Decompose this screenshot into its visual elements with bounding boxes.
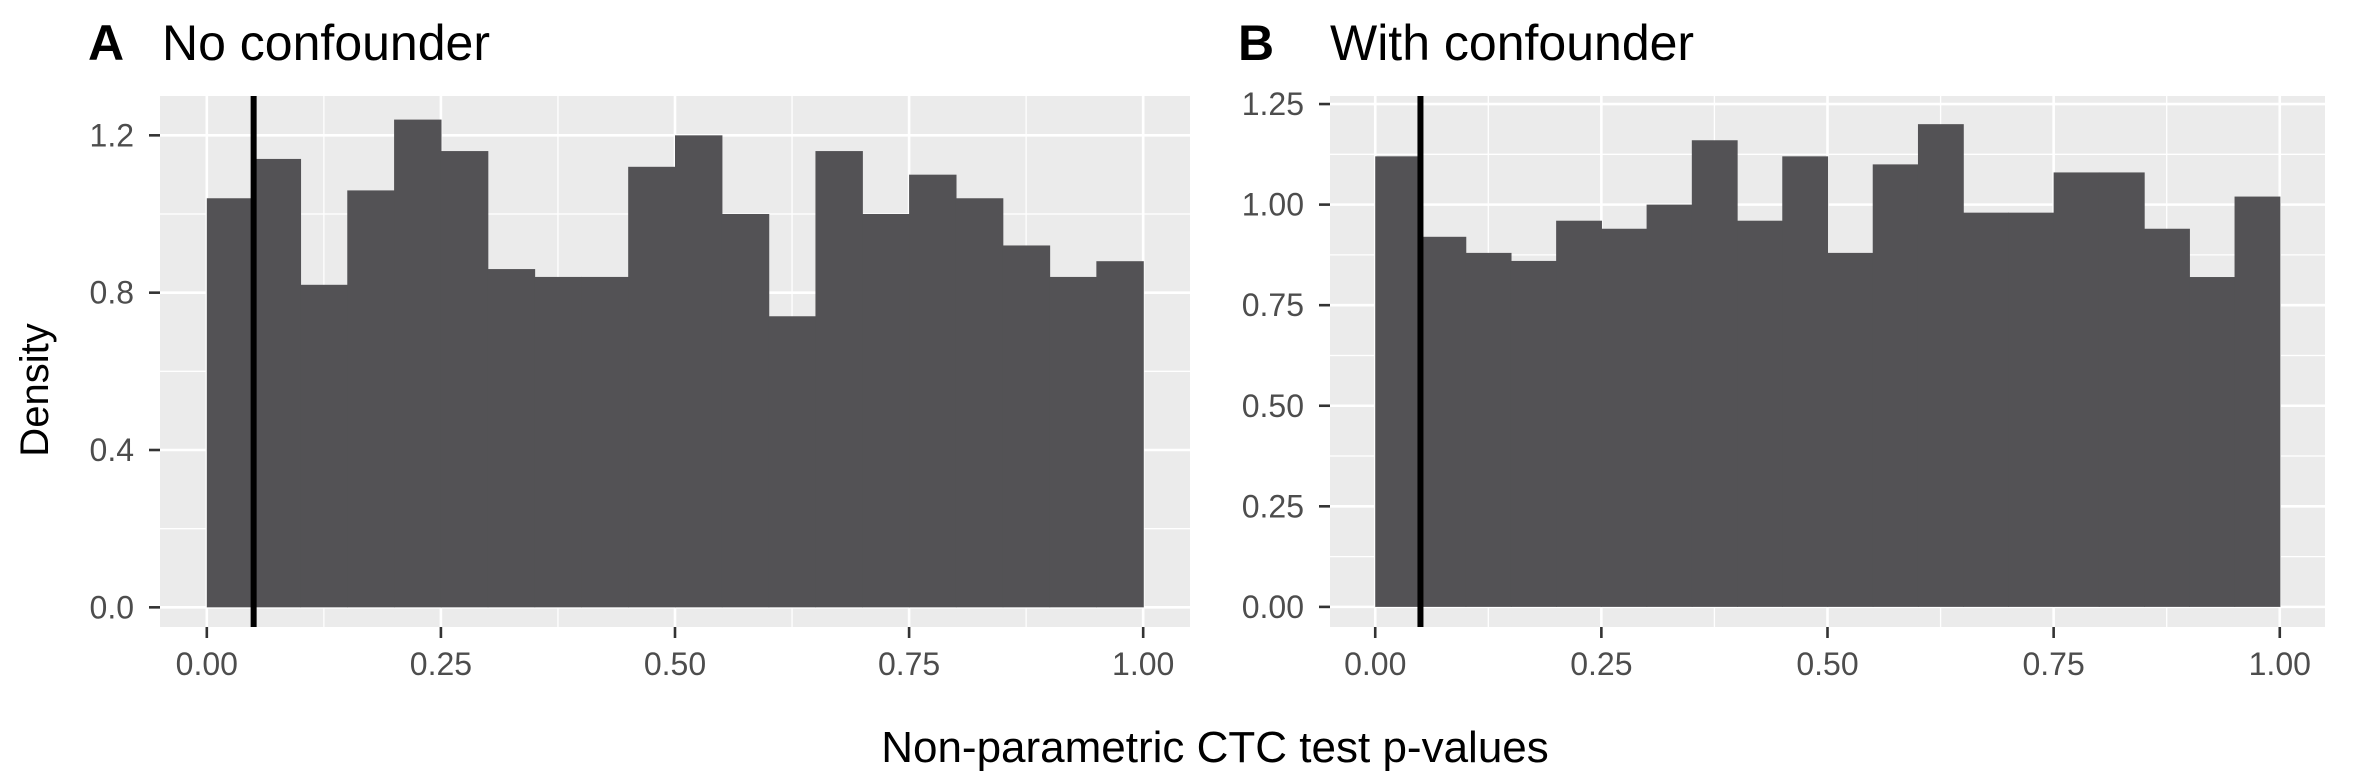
histogram-bar [1872,164,1919,607]
histogram-bar [1963,212,2010,607]
y-tick-label: 1.00 [1242,187,1304,223]
histogram-bar [955,198,1004,608]
histogram-bar [2098,172,2145,607]
y-tick-label: 0.8 [90,275,134,311]
histogram-bar [1782,156,1829,607]
histogram-bar [487,269,536,608]
y-tick-label: 0.00 [1242,589,1304,625]
histogram-bar [1556,220,1602,607]
histogram-bar [1510,260,1557,607]
y-axis-label: Density [13,323,57,456]
histogram-bar [1737,220,1783,607]
histogram-bar [2189,277,2236,607]
x-tick-label: 0.75 [2022,646,2084,682]
histogram-bar [909,174,957,608]
histogram-bar [815,151,863,608]
histogram-bar [2008,212,2055,607]
panel-tag: B [1238,15,1274,71]
histogram-bar [862,214,910,608]
y-tick-label: 0.4 [90,432,134,468]
histogram-bar [1096,261,1144,608]
panel-b: 0.00 0.25 0.50 0.75 1.00 1.25 0.00 0.25 0.50 0.75… [1238,15,2325,682]
histogram-bar [1917,124,1964,607]
x-tick-label: 0.00 [1344,646,1406,682]
panel-title: No confounder [162,15,490,71]
histogram-bar [394,119,442,608]
histogram-bar [1691,140,1738,607]
x-tick-label: 0.75 [878,646,940,682]
panel-a: 0.0 0.4 0.8 1.2 0.00 0.25 0.50 0.75 1.00 A No conf… [88,15,1190,682]
panel-title: With confounder [1330,15,1694,71]
histogram-bar [2144,228,2190,607]
histogram-bar [721,214,770,608]
x-tick-label: 0.50 [1796,646,1858,682]
y-tick-label: 1.25 [1242,86,1304,122]
histogram-bar [206,198,255,608]
panel-tag: A [88,15,124,71]
x-tick-label: 0.25 [410,646,472,682]
histogram-bar [1049,276,1097,608]
histogram-bar [1827,252,1874,607]
histogram-bar [253,158,302,608]
histogram-bar [1420,236,1467,607]
histogram-bar [1375,156,1422,607]
x-tick-label: 1.00 [1112,646,1174,682]
histogram-bar [628,166,676,608]
x-axis-label: Non-parametric CTC test p-values [881,723,1549,772]
y-tick-label: 0.75 [1242,287,1304,323]
histogram-bar [347,190,395,608]
histogram-bar [675,135,723,608]
y-tick-label: 0.25 [1242,488,1304,524]
histogram-bar [2234,196,2281,607]
histogram-bar [300,284,348,608]
histogram-bar [1646,204,1693,607]
histogram-bar [1601,228,1648,607]
histogram-bar [581,276,629,608]
histogram-bar [2053,172,2100,607]
y-tick-label: 0.0 [90,589,134,625]
histogram-bar [768,316,817,608]
histogram-bar [440,151,489,608]
x-tick-label: 0.50 [644,646,706,682]
y-tick-label: 1.2 [90,117,134,153]
histogram-bar [534,276,582,608]
y-tick-label: 0.50 [1242,388,1304,424]
histogram-bar [1465,252,1512,607]
histogram-bar [1002,245,1051,608]
x-tick-label: 0.25 [1570,646,1632,682]
x-tick-label: 1.00 [2249,646,2311,682]
x-tick-label: 0.00 [176,646,238,682]
